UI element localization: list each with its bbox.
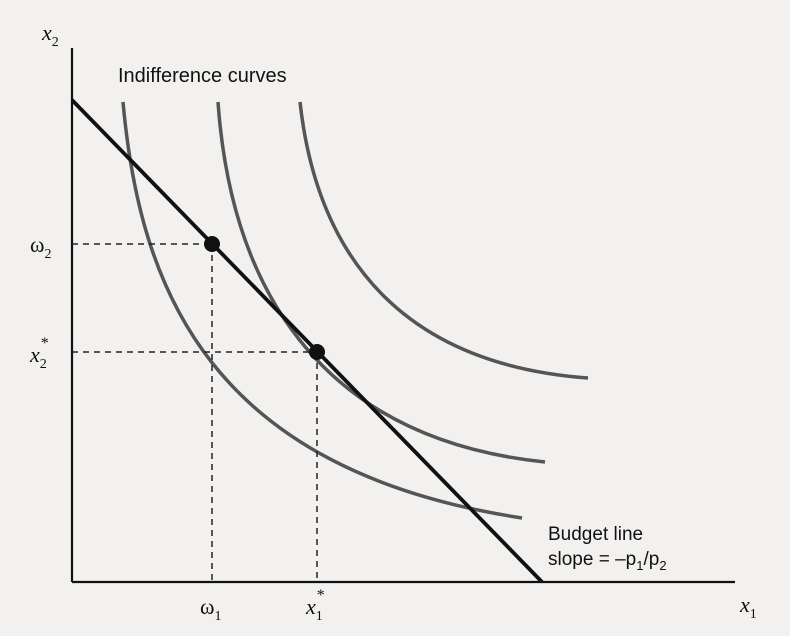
budget-line bbox=[70, 98, 544, 584]
omega1-tick-label: ω1 bbox=[200, 594, 221, 624]
optimal-choice-point bbox=[309, 344, 325, 360]
indifference-curve-3 bbox=[298, 101, 589, 380]
x1-star-tick-label: x1* bbox=[305, 587, 325, 624]
budget-line-label: Budget line bbox=[548, 524, 643, 545]
endowment-point bbox=[204, 236, 220, 252]
y-axis-label: x2 bbox=[41, 20, 59, 50]
indifference-curve-2 bbox=[216, 101, 546, 464]
indifference-curves-label: Indifference curves bbox=[118, 65, 287, 87]
omega2-tick-label: ω2 bbox=[30, 232, 51, 262]
budget-line-slope-label: slope = –p1/p2 bbox=[548, 549, 667, 573]
indifference-curve-1 bbox=[121, 101, 523, 520]
x-axis-label: x1 bbox=[739, 592, 757, 622]
x2-star-tick-label: x2* bbox=[29, 335, 49, 372]
